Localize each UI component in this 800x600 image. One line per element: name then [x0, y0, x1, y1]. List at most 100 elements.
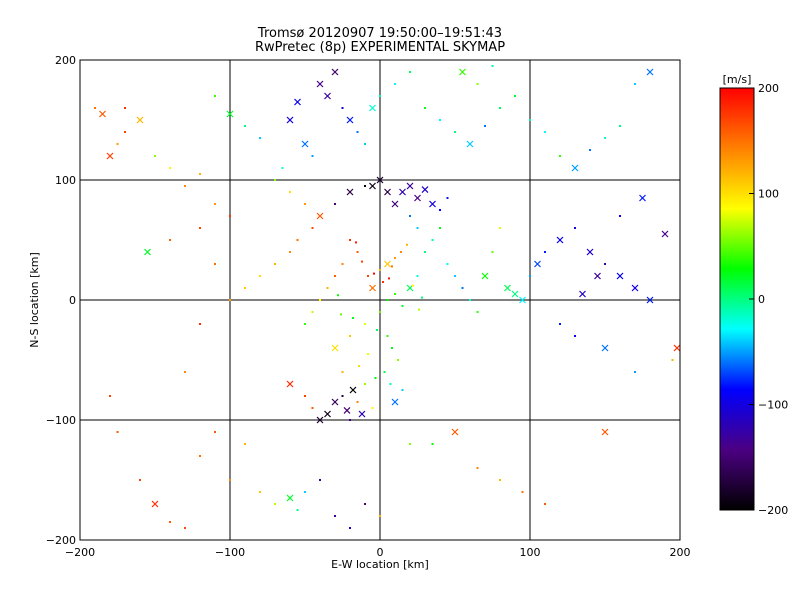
data-point-dot: [169, 521, 171, 523]
data-point-dot: [199, 173, 201, 175]
y-tick-label: 200: [55, 54, 76, 67]
data-point-dot: [116, 431, 119, 433]
data-point-dot: [574, 227, 576, 229]
data-point-dot: [461, 287, 464, 289]
data-point-dot: [199, 227, 201, 229]
colorbar: [m/s] 200 100 0 −100 −200: [719, 73, 788, 517]
data-point-dot: [364, 143, 366, 145]
data-point-dot: [109, 395, 111, 397]
data-point-dot: [388, 277, 390, 280]
data-point-dot: [439, 119, 441, 121]
data-point-cross: [594, 272, 601, 280]
data-point-cross: [579, 290, 586, 298]
x-tick-label: 0: [377, 546, 384, 559]
data-point-dot: [229, 299, 231, 301]
y-axis-label: N-S location [km]: [28, 252, 41, 348]
data-point-dot: [229, 479, 231, 481]
data-point-dot: [214, 203, 216, 205]
colorbar-tick-label: 100: [758, 188, 779, 201]
data-point-dot: [334, 203, 336, 205]
data-point-cross: [459, 68, 466, 76]
data-point-dot: [391, 347, 393, 349]
data-point-dot: [400, 251, 402, 253]
data-point-dot: [446, 263, 449, 265]
data-point-dot: [383, 371, 386, 373]
data-point-dot: [374, 377, 377, 379]
data-point-dot: [409, 443, 411, 445]
data-point-dot: [355, 241, 357, 244]
data-point-dot: [259, 275, 261, 277]
data-point-cross: [376, 176, 384, 184]
colorbar-tick-label: −200: [758, 504, 788, 517]
data-point-cross: [399, 188, 406, 196]
data-point-dot: [619, 215, 621, 217]
data-point-cross: [391, 200, 399, 208]
data-point-cross: [586, 248, 594, 256]
data-point-dot: [364, 185, 366, 187]
data-point-dot: [397, 359, 399, 361]
data-point-dot: [319, 299, 321, 301]
data-point-dot: [274, 503, 276, 505]
chart-subtitle: RwPretec (8p) EXPERIMENTAL SKYMAP: [255, 40, 505, 55]
data-point-dot: [544, 131, 546, 133]
data-point-dot: [356, 251, 359, 253]
data-point-dot: [361, 260, 363, 263]
data-point-cross: [316, 212, 324, 220]
data-point-cross: [331, 68, 339, 76]
data-point-dot: [154, 155, 156, 157]
data-point-dot: [169, 167, 171, 169]
data-point-dot: [439, 227, 441, 229]
data-point-dot: [356, 401, 359, 403]
data-point-dot: [311, 311, 314, 313]
data-point-cross: [534, 260, 541, 268]
data-point-cross: [324, 92, 331, 100]
data-point-dot: [406, 243, 408, 246]
data-point-dot: [418, 308, 420, 311]
data-point-cross: [226, 110, 234, 118]
data-point-dot: [304, 203, 306, 205]
data-point-dot: [379, 269, 381, 271]
data-point-dot: [326, 287, 329, 289]
data-point-cross: [481, 272, 489, 280]
data-point-dot: [376, 329, 378, 331]
data-point-dot: [491, 251, 494, 253]
data-point-dot: [491, 65, 494, 67]
data-point-dot: [412, 284, 414, 287]
data-point-dot: [169, 239, 171, 241]
data-point-dot: [296, 509, 299, 511]
data-point-cross: [601, 344, 609, 352]
data-point-dot: [367, 353, 369, 355]
data-point-dot: [356, 131, 359, 133]
data-point-dot: [139, 479, 141, 481]
data-point-cross: [646, 68, 654, 76]
data-point-dot: [274, 263, 276, 265]
data-point-dot: [244, 287, 246, 289]
data-point-dot: [476, 467, 479, 469]
data-point-dot: [604, 137, 606, 139]
data-point-dot: [94, 107, 96, 109]
data-point-cross: [331, 398, 339, 406]
data-point-cross: [369, 284, 376, 292]
data-point-dot: [116, 143, 119, 145]
data-point-dot: [476, 83, 479, 85]
data-point-dot: [296, 239, 299, 241]
data-point-dot: [379, 95, 381, 97]
data-point-dot: [589, 149, 591, 151]
data-point-dot: [394, 257, 396, 259]
data-point-dot: [371, 407, 374, 409]
data-point-dot: [289, 191, 291, 193]
data-point-cross: [661, 230, 669, 238]
y-tick-label: −200: [46, 534, 76, 547]
axis-ticks: −200 −100 0 100 200 −200 −100 0 100 200: [46, 54, 691, 559]
data-point-dot: [469, 299, 471, 301]
data-point-dot: [364, 383, 366, 385]
data-point-dot: [529, 275, 531, 277]
data-point-cross: [451, 428, 459, 436]
data-point-dot: [341, 107, 344, 109]
data-point-dot: [281, 167, 284, 169]
data-point-dot: [124, 107, 126, 109]
data-point-dot: [394, 83, 396, 85]
data-point-dot: [311, 407, 314, 409]
data-point-cross: [421, 186, 429, 194]
data-point-cross: [616, 272, 624, 280]
